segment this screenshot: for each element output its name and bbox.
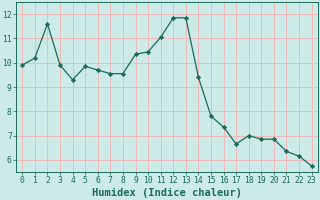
X-axis label: Humidex (Indice chaleur): Humidex (Indice chaleur) [92, 188, 242, 198]
